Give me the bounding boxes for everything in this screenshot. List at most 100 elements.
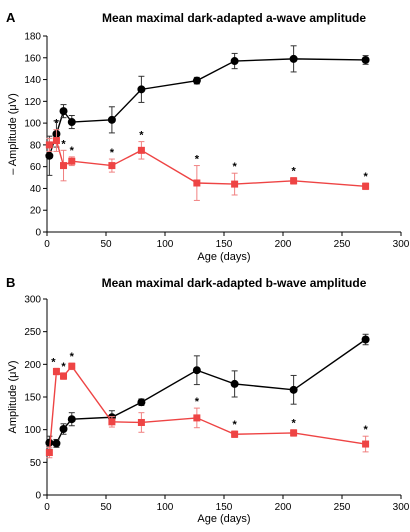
x-tick-label: 150 [216, 502, 233, 513]
data-point [230, 57, 239, 66]
y-tick-label: 250 [24, 327, 41, 338]
data-point [67, 118, 76, 127]
y-tick-label: 180 [24, 32, 41, 43]
data-point [361, 55, 370, 64]
series-line [48, 58, 366, 156]
y-tick-label: 120 [24, 97, 41, 108]
data-point [192, 76, 201, 85]
series-line [48, 365, 366, 453]
x-tick-label: 50 [100, 239, 112, 250]
series-red: * * * * * * * [45, 351, 370, 459]
x-tick-label: 300 [393, 502, 410, 513]
x-tick-label: 150 [216, 239, 233, 250]
series-line [49, 338, 367, 445]
data-point [289, 54, 298, 63]
data-point [108, 162, 116, 170]
data-point [137, 146, 145, 154]
significance-star: * [195, 396, 200, 408]
significance-star: * [195, 154, 200, 166]
significance-star: * [291, 418, 296, 430]
significance-star: * [139, 130, 144, 142]
significance-star: * [51, 356, 56, 368]
series-black [45, 333, 370, 450]
data-point [52, 137, 60, 145]
y-axis-label: Amplitude (μV) [7, 361, 19, 434]
y-tick-label: 100 [24, 425, 41, 436]
x-tick-label: 0 [44, 502, 50, 513]
data-point [108, 418, 116, 426]
data-point [60, 162, 68, 170]
y-tick-label: 160 [24, 53, 41, 64]
data-point [45, 151, 54, 160]
data-point [362, 440, 370, 448]
significance-star: * [70, 145, 75, 157]
data-point [231, 180, 239, 188]
data-point [137, 85, 146, 94]
data-point [45, 438, 54, 447]
y-tick-label: 100 [24, 119, 41, 130]
significance-star: * [54, 118, 59, 130]
data-point [289, 385, 298, 394]
data-point [59, 425, 68, 434]
y-tick-label: 200 [24, 360, 41, 371]
chart-panel-b: B Mean maximal dark-adapted b-wave amplit… [6, 275, 410, 525]
data-point [290, 429, 298, 437]
panel-letter: B [6, 275, 15, 290]
data-point [231, 430, 239, 438]
x-tick-label: 100 [157, 239, 174, 250]
x-tick-label: 300 [393, 239, 410, 250]
significance-star: * [363, 424, 368, 436]
y-tick-label: 20 [30, 206, 42, 217]
x-tick-label: 200 [275, 502, 292, 513]
data-point [137, 398, 146, 407]
y-tick-label: 300 [24, 295, 41, 306]
x-axis-label: Age (days) [197, 513, 250, 525]
x-axis-label: Age (days) [197, 251, 250, 263]
data-point [52, 368, 60, 376]
significance-star: * [232, 161, 237, 173]
data-point [68, 157, 76, 165]
significance-star: * [61, 361, 66, 373]
y-tick-label: 0 [35, 491, 41, 502]
x-tick-label: 50 [100, 502, 112, 513]
data-point [68, 362, 76, 370]
y-tick-label: 40 [30, 184, 42, 195]
y-tick-label: 80 [30, 140, 42, 151]
x-tick-label: 250 [334, 502, 351, 513]
data-point [52, 439, 61, 448]
x-tick-label: 200 [275, 239, 292, 250]
x-tick-label: 100 [157, 502, 174, 513]
x-tick-label: 250 [334, 239, 351, 250]
y-tick-label: 150 [24, 393, 41, 404]
data-point [137, 418, 145, 426]
y-tick-label: 50 [30, 458, 42, 469]
data-point [45, 449, 53, 457]
data-point [230, 379, 239, 388]
significance-star: * [291, 166, 296, 178]
data-point [193, 414, 201, 422]
series-black [45, 45, 370, 176]
data-point [361, 335, 370, 344]
series-red: *** **** * * [45, 118, 370, 201]
chart-title: Mean maximal dark-adapted a-wave amplitu… [102, 11, 366, 25]
data-point [60, 372, 68, 380]
significance-star: * [232, 419, 237, 431]
data-point [107, 115, 116, 124]
y-tick-label: 140 [24, 75, 41, 86]
data-point [67, 415, 76, 424]
chart-title: Mean maximal dark-adapted b-wave amplitu… [102, 276, 367, 290]
series-line [48, 139, 366, 187]
data-point [362, 182, 370, 190]
y-tick-label: 60 [30, 162, 42, 173]
panel-letter: A [6, 10, 16, 25]
significance-star: * [61, 138, 66, 150]
data-point [45, 141, 53, 149]
significance-star: * [70, 351, 75, 363]
significance-star: * [363, 171, 368, 183]
data-point [290, 177, 298, 185]
y-tick-label: 0 [35, 228, 41, 239]
x-tick-label: 0 [44, 239, 50, 250]
data-point [193, 179, 201, 187]
data-point [59, 107, 68, 116]
